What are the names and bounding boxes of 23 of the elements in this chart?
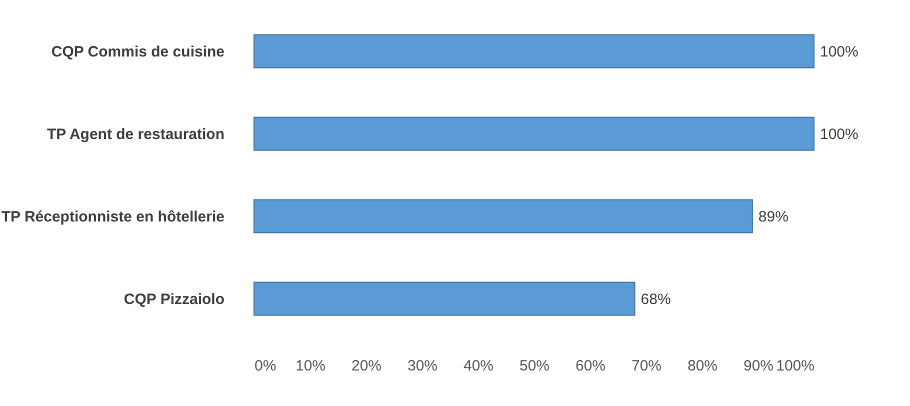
x-tick-label: 30% <box>407 358 438 374</box>
bar <box>254 199 753 234</box>
x-tick-label: 90% <box>743 358 774 374</box>
data-label: 89% <box>758 208 788 226</box>
y-tick-label: CQP Pizzaiolo <box>124 290 224 308</box>
data-label: 68% <box>640 290 671 308</box>
y-tick-label: TP Agent de restauration <box>46 126 224 143</box>
x-tick-label: 70% <box>631 358 662 374</box>
data-label: 100% <box>820 126 858 143</box>
x-tick-label: 0% <box>254 358 276 374</box>
bar <box>254 116 814 151</box>
x-tick-label: 10% <box>295 358 326 374</box>
x-tick-label: 50% <box>519 358 550 374</box>
bar <box>254 34 814 68</box>
x-tick-label: 40% <box>463 358 494 374</box>
x-tick-label: 80% <box>687 358 718 374</box>
bar <box>254 282 636 316</box>
y-tick-label: TP Réceptionniste en hôtellerie <box>1 208 224 226</box>
x-tick-label: 60% <box>575 358 606 374</box>
y-tick-label: CQP Commis de cuisine <box>51 43 224 60</box>
data-label: 100% <box>820 43 858 60</box>
x-tick-label: 20% <box>351 358 382 374</box>
x-tick-label: 100% <box>776 358 814 374</box>
